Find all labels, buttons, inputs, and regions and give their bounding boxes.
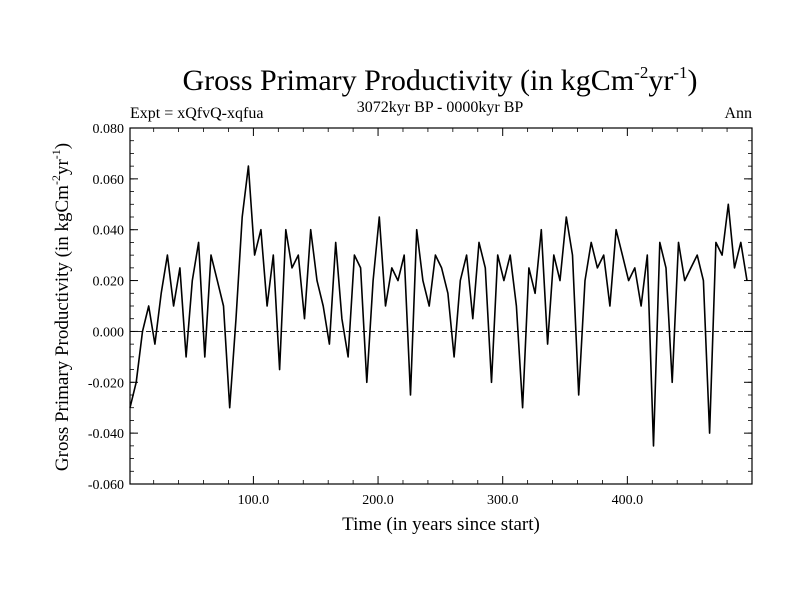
y-tick-label: -0.060: [88, 478, 124, 493]
y-tick-label: 0.020: [93, 275, 125, 290]
x-axis-label: Time (in years since start): [342, 514, 540, 535]
x-tick-label: 300.0: [487, 493, 519, 508]
series-line: [129, 165, 748, 447]
y-tick-label: 0.040: [93, 224, 125, 239]
chart-title: Gross Primary Productivity (in kgCm-2yr-…: [183, 63, 698, 97]
y-tick-label: 0.060: [93, 173, 125, 188]
y-tick-label: -0.020: [88, 376, 124, 391]
y-tick-label: 0.080: [93, 122, 125, 137]
y-axis-label: Gross Primary Productivity (in kgCm-2yr-…: [49, 143, 73, 471]
y-tick-label: 0.000: [93, 325, 125, 340]
series-layer: [129, 165, 748, 447]
experiment-label: Expt = xQfvQ-xqfua: [130, 105, 263, 122]
x-tick-label: 400.0: [612, 493, 644, 508]
x-tick-label: 100.0: [238, 493, 270, 508]
ticks-layer: -0.060 -0.040 -0.020 0.000 0.020 0.040 0.060 0.…: [88, 122, 752, 508]
period-label: 3072kyr BP - 0000kyr BP: [357, 99, 524, 116]
season-label: Ann: [724, 105, 752, 122]
x-tick-label: 200.0: [362, 493, 394, 508]
y-tick-label: -0.040: [88, 427, 124, 442]
